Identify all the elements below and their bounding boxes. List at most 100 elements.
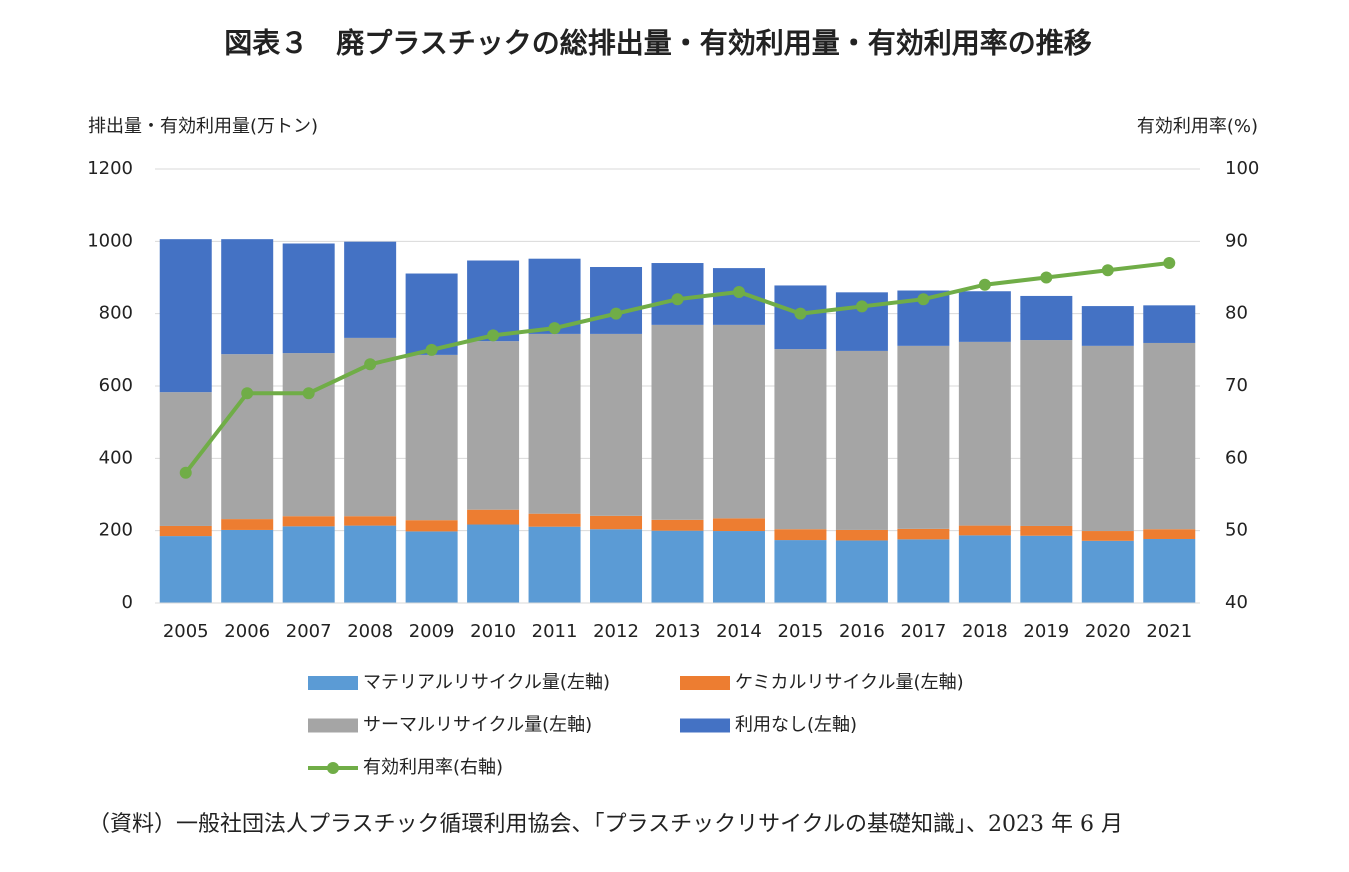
bar-segment (221, 519, 274, 530)
bar-segment (1143, 538, 1196, 603)
bar-segment (651, 324, 704, 520)
bar-segment (467, 260, 520, 342)
bar-segment (1143, 342, 1196, 530)
bar-segment (897, 528, 950, 540)
y2-tick-label: 70 (1225, 375, 1248, 396)
y2-tick-label: 40 (1225, 592, 1248, 613)
bar-segment (590, 515, 643, 530)
bar-segment (958, 291, 1011, 342)
y2-axis-title: 有効利用率(%) (1137, 116, 1258, 137)
line-point (425, 343, 438, 356)
line-point (1101, 264, 1114, 277)
bar-segment (958, 341, 1011, 526)
line-point (978, 278, 991, 291)
y-tick-label: 1200 (87, 158, 133, 179)
x-tick-label: 2007 (286, 621, 332, 642)
bar-segment (467, 341, 520, 510)
line-point (917, 293, 930, 306)
x-tick-label: 2015 (778, 621, 824, 642)
line-point (302, 387, 315, 400)
y2-tick-label: 100 (1225, 158, 1259, 179)
bar-segment (467, 509, 520, 525)
bar-segment (282, 243, 335, 354)
bar-segment (835, 540, 888, 603)
legend-swatch (680, 718, 730, 733)
bar-segment (1143, 529, 1196, 539)
source-note: （資料）一般社団法人プラスチック循環利用協会、「プラスチックリサイクルの基礎知識… (88, 812, 1123, 837)
bar-segment (590, 333, 643, 516)
legend-label: 利用なし(左軸) (735, 715, 857, 736)
y-tick-label: 600 (99, 375, 133, 396)
x-tick-label: 2011 (532, 621, 578, 642)
line-point (241, 387, 254, 400)
legend-swatch (680, 676, 730, 690)
bar-segment (405, 531, 458, 603)
y-tick-label: 400 (99, 447, 133, 468)
x-tick-label: 2014 (716, 621, 762, 642)
x-tick-label: 2019 (1023, 621, 1069, 642)
legend-label: 有効利用率(右軸) (363, 757, 503, 778)
legend-label: サーマルリサイクル量(左軸) (363, 715, 592, 736)
bar-segment (1020, 295, 1073, 341)
bar-segment (405, 354, 458, 521)
bar-segment (1020, 340, 1073, 526)
y-axis-title: 排出量・有効利用量(万トン) (88, 116, 318, 137)
line-point (364, 358, 377, 371)
x-tick-label: 2021 (1146, 621, 1192, 642)
bar-segment (1020, 525, 1073, 536)
bar-segment (528, 526, 581, 603)
bar-segment (467, 524, 520, 603)
y-tick-label: 0 (122, 592, 133, 613)
x-tick-label: 2016 (839, 621, 885, 642)
bar-segment (651, 530, 704, 603)
bar-segment (282, 353, 335, 517)
bar-segment (712, 324, 765, 519)
bar-segment (712, 518, 765, 532)
legend-swatch (327, 762, 339, 774)
bar-segment (651, 519, 704, 531)
bar-segment (159, 392, 212, 526)
bar-segment (221, 354, 274, 520)
x-tick-label: 2018 (962, 621, 1008, 642)
y2-tick-label: 60 (1225, 447, 1248, 468)
bar-segment (774, 349, 827, 530)
bar-segment (835, 350, 888, 530)
bar-segment (958, 525, 1011, 536)
bar-segment (590, 267, 643, 334)
bar-segment (405, 520, 458, 532)
x-tick-label: 2006 (224, 621, 270, 642)
bar-segment (897, 345, 950, 529)
legend-swatch (308, 676, 358, 690)
x-tick-label: 2005 (163, 621, 209, 642)
bar-segment (221, 529, 274, 603)
bar-segment (528, 333, 581, 514)
line-point (732, 285, 745, 298)
bar-segment (712, 531, 765, 603)
legend-swatch (308, 718, 358, 733)
line-point (671, 293, 684, 306)
x-tick-label: 2013 (655, 621, 701, 642)
bar-segment (774, 540, 827, 603)
bar-segment (1081, 531, 1134, 541)
y2-tick-label: 80 (1225, 303, 1248, 324)
line-point (610, 307, 623, 320)
bar-segment (221, 239, 274, 355)
y2-tick-label: 90 (1225, 230, 1248, 251)
line-point (794, 307, 807, 320)
line-point (548, 322, 561, 335)
bar-segment (528, 258, 581, 334)
bar-segment (344, 516, 397, 526)
bar-segment (897, 539, 950, 603)
y-tick-label: 800 (99, 303, 133, 324)
line-point (179, 466, 192, 479)
bar-segment (344, 525, 397, 603)
bar-segment (835, 529, 888, 541)
bar-segment (405, 273, 458, 355)
x-tick-label: 2008 (347, 621, 393, 642)
chart-title: 図表３ 廃プラスチックの総排出量・有効利用量・有効利用率の推移 (224, 27, 1091, 60)
bar-segment (159, 536, 212, 603)
bar-segment (282, 526, 335, 603)
bar-segment (282, 516, 335, 527)
y-tick-label: 200 (99, 520, 133, 541)
y-tick-label: 1000 (87, 230, 133, 251)
